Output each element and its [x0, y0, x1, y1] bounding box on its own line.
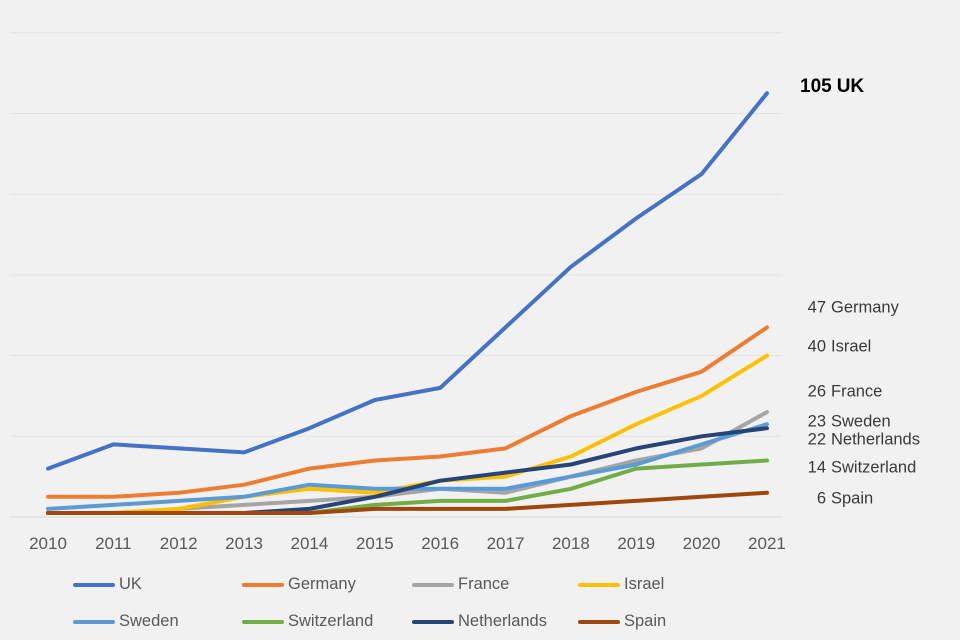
end-label-value: 47: [807, 298, 826, 317]
legend-item-spain: Spain: [578, 612, 666, 631]
legend-item-france: France: [412, 575, 509, 594]
legend-label: Israel: [624, 575, 665, 593]
series-end-label-israel: 40 Israel: [800, 337, 872, 357]
end-label-name: Switzerland: [831, 458, 917, 477]
end-label-name: France: [831, 382, 883, 401]
legend-line-swatch: [242, 619, 284, 624]
legend-label: Spain: [624, 612, 667, 630]
series-line-germany: [46, 325, 769, 499]
legend-item-germany: Germany: [242, 575, 356, 594]
legend-line-swatch: [412, 582, 454, 587]
legend-item-uk: UK: [73, 575, 142, 594]
legend-label: France: [458, 575, 510, 593]
legend-item-sweden: Sweden: [73, 612, 179, 631]
series-end-label-switzerland: 14 Switzerland: [800, 458, 917, 478]
series-end-label-spain: 6 Spain: [800, 490, 873, 509]
series-end-label-germany: 47 Germany: [800, 299, 899, 318]
end-label-name: Netherlands: [831, 430, 920, 449]
legend-line-swatch: [73, 582, 115, 587]
legend-item-netherlands: Netherlands: [412, 612, 547, 631]
legend-label: Sweden: [119, 612, 179, 630]
x-axis-label: 2013: [225, 534, 263, 553]
legend-line-swatch: [412, 619, 454, 624]
legend-line-swatch: [578, 619, 620, 624]
end-label-name: Israel: [831, 337, 872, 356]
end-label-value: 26: [807, 382, 826, 401]
legend-line-swatch: [242, 582, 284, 587]
legend-label: UK: [119, 575, 142, 593]
end-label-name: Spain: [831, 489, 874, 508]
x-axis-label: 2020: [682, 534, 721, 553]
series-end-label-uk: 105 UK: [800, 76, 864, 98]
x-axis-label: 2015: [355, 534, 394, 553]
x-axis-label: 2021: [748, 534, 786, 553]
x-axis-label: 2018: [551, 534, 590, 553]
series-end-label-france: 26 France: [800, 382, 883, 402]
x-axis-label: 2012: [159, 534, 198, 553]
end-label-value: 40: [807, 337, 826, 356]
end-label-name: UK: [836, 76, 865, 97]
series-line-uk: [46, 91, 769, 471]
end-label-value: 105: [800, 76, 832, 97]
series-end-label-sweden: 23 Sweden: [800, 413, 891, 432]
legend-label: Netherlands: [458, 612, 547, 630]
x-axis-label: 2017: [486, 534, 525, 553]
x-axis-label: 2016: [421, 534, 460, 553]
legend-line-swatch: [73, 619, 115, 624]
series-end-label-netherlands: 22 Netherlands: [800, 431, 920, 450]
x-axis-label: 2010: [29, 534, 67, 553]
end-label-name: Germany: [831, 298, 899, 317]
end-label-value: 6: [816, 489, 826, 508]
series-line-spain: [46, 490, 769, 515]
x-axis-label: 2014: [290, 534, 329, 553]
end-label-value: 23: [807, 412, 826, 431]
end-label-name: Sweden: [831, 412, 891, 431]
legend-label: Switzerland: [288, 612, 374, 630]
end-label-value: 14: [807, 458, 826, 477]
legend-item-switzerland: Switzerland: [242, 612, 373, 631]
legend-item-israel: Israel: [578, 575, 664, 594]
end-label-value: 22: [807, 430, 826, 449]
x-axis-label: 2011: [95, 534, 132, 553]
x-axis-label: 2019: [617, 534, 656, 553]
legend-label: Germany: [288, 575, 356, 593]
legend-line-swatch: [578, 582, 620, 587]
